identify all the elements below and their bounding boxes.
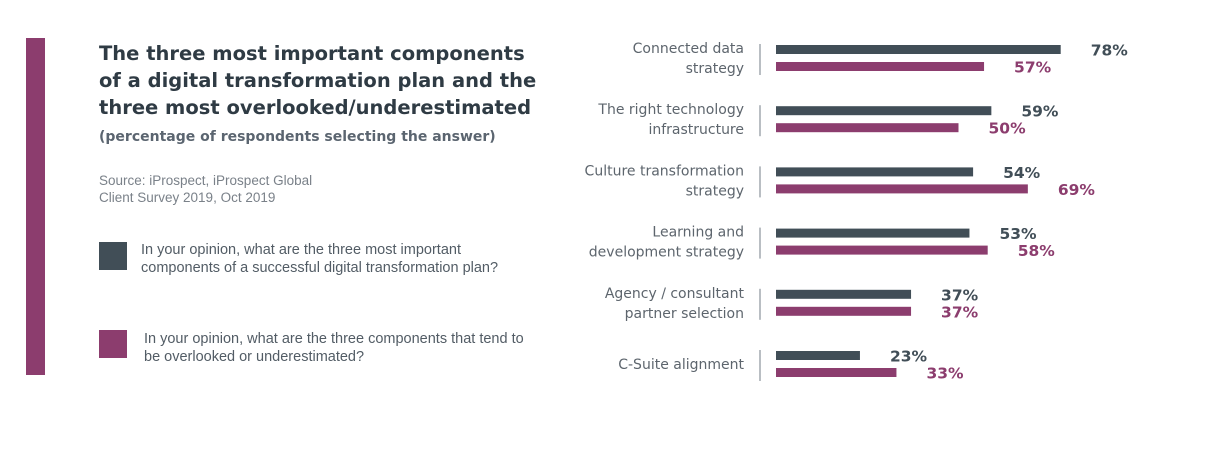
bar-overlooked-learning-and-development-strategy [776, 245, 988, 255]
value-label-important-learning-and-development-strategy: 53% [999, 225, 1037, 243]
category-label-agency-consultant-partner-selection: partner selection [625, 306, 744, 322]
bar-overlooked-agency-consultant-partner-selection [776, 306, 912, 316]
bar-overlooked-c-suite-alignment [776, 368, 897, 377]
bar-overlooked-the-right-technology-infrastructure [776, 123, 959, 133]
category-label-learning-and-development-strategy: development strategy [589, 245, 744, 261]
legend-swatch-overlooked [99, 330, 127, 358]
bar-important-learning-and-development-strategy [776, 228, 970, 238]
chart-title: The three most important components of a… [99, 42, 537, 119]
bar-important-connected-data-strategy [776, 45, 1061, 54]
value-label-important-agency-consultant-partner-selection: 37% [941, 286, 979, 304]
category-label-connected-data-strategy: Connected data [633, 41, 744, 57]
value-label-important-culture-transformation-strategy: 54% [1003, 164, 1041, 182]
value-label-important-c-suite-alignment: 23% [890, 348, 928, 366]
category-label-connected-data-strategy: strategy [686, 61, 744, 77]
legend-swatch-important [99, 242, 127, 270]
category-label-the-right-technology-infrastructure: infrastructure [648, 122, 744, 138]
category-label-agency-consultant-partner-selection: Agency / consultant [605, 286, 745, 302]
value-label-overlooked-agency-consultant-partner-selection: 37% [941, 303, 979, 321]
source-line-2: Client Survey 2019, Oct 2019 [99, 190, 276, 205]
source-note: Source: iProspect, iProspect Global Clie… [99, 172, 399, 206]
legend-text-overlooked: In your opinion, what are the three comp… [144, 331, 524, 365]
bar-important-agency-consultant-partner-selection [776, 289, 912, 299]
value-label-important-the-right-technology-infrastructure: 59% [1021, 103, 1059, 121]
value-label-overlooked-c-suite-alignment: 33% [926, 365, 964, 383]
bar-overlooked-connected-data-strategy [776, 62, 985, 71]
value-label-important-connected-data-strategy: 78% [1091, 42, 1129, 60]
category-label-learning-and-development-strategy: Learning and [652, 225, 744, 241]
category-label-culture-transformation-strategy: Culture transformation [585, 163, 744, 179]
bar-important-culture-transformation-strategy [776, 167, 974, 177]
bar-important-the-right-technology-infrastructure [776, 106, 992, 116]
category-label-the-right-technology-infrastructure: The right technology [597, 102, 744, 118]
bar-important-c-suite-alignment [776, 351, 860, 360]
value-label-overlooked-the-right-technology-infrastructure: 50% [989, 120, 1027, 138]
value-label-overlooked-culture-transformation-strategy: 69% [1058, 181, 1096, 199]
accent-bar [26, 38, 45, 375]
legend-text-important: In your opinion, what are the three most… [141, 242, 499, 276]
category-label-culture-transformation-strategy: strategy [686, 183, 744, 199]
source-line-1: Source: iProspect, iProspect Global [99, 173, 313, 188]
value-label-overlooked-learning-and-development-strategy: 58% [1018, 242, 1056, 260]
chart-subtitle: (percentage of respondents selecting the… [99, 129, 496, 145]
category-label-c-suite-alignment: C-Suite alignment [618, 357, 744, 373]
bar-overlooked-culture-transformation-strategy [776, 184, 1028, 194]
value-label-overlooked-connected-data-strategy: 57% [1014, 59, 1052, 77]
